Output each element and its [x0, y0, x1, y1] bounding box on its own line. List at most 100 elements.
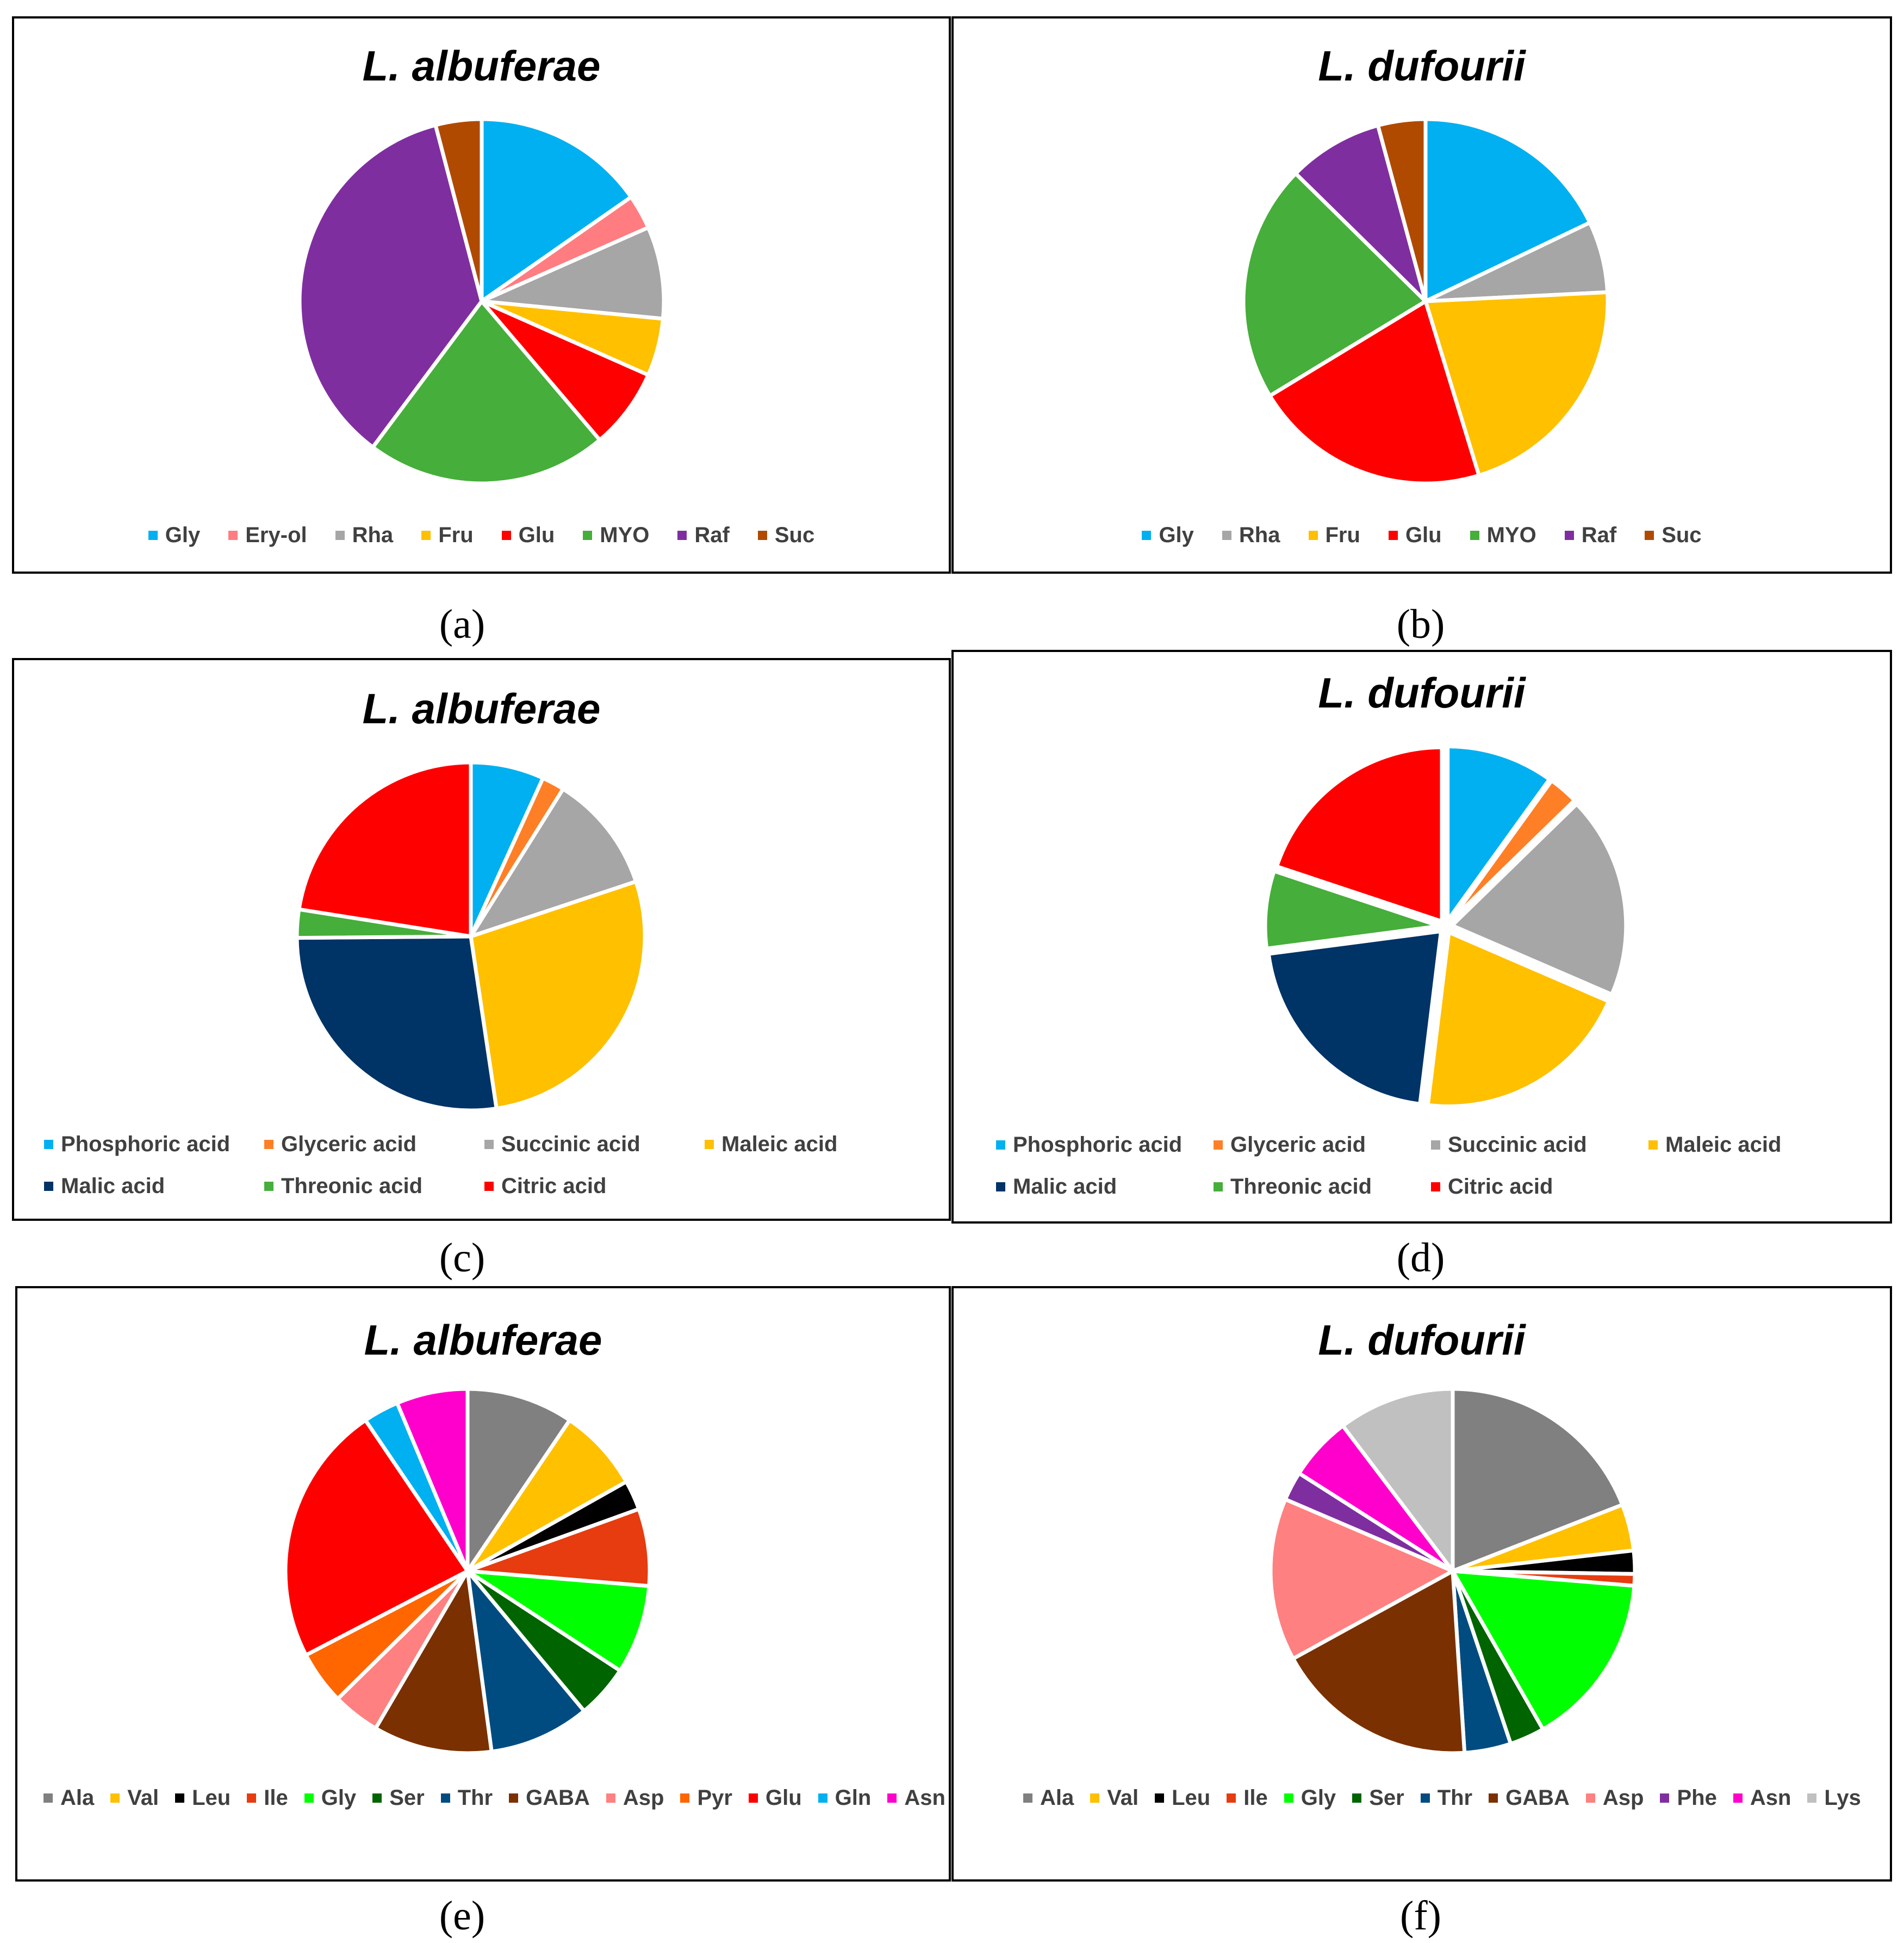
legend-label: Rha: [352, 523, 394, 547]
legend-swatch: [1645, 531, 1654, 540]
chart-panel-d: L. dufourii Phosphoric acid Glyceric aci…: [951, 650, 1892, 1224]
legend-swatch: [247, 1793, 257, 1803]
legend-label: Glu: [1405, 523, 1442, 547]
figure-caption: (b): [1396, 601, 1445, 647]
chart-panel-b: L. dufourii Gly Rha Fru Glu MYO Raf Suc: [951, 16, 1892, 574]
pie-slice-myo: [371, 299, 602, 486]
pie-slice-malic-acid: [295, 934, 499, 1113]
pie-slice-rha: [480, 225, 666, 321]
legend-item: Phe: [1660, 1786, 1717, 1810]
pie-slice-asp: [1268, 1497, 1455, 1661]
legend-swatch: [1352, 1793, 1362, 1803]
legend-label: Suc: [1662, 523, 1702, 547]
chart-title: L. dufourii: [1318, 42, 1526, 90]
chart-legend: Ala Val Leu Ile Gly Ser Thr GABA Asp Pyr…: [17, 1786, 949, 1810]
legend-item: Gly: [1284, 1786, 1336, 1810]
legend-label: Val: [127, 1786, 159, 1810]
legend-item: GABA: [509, 1786, 590, 1810]
pie-chart: [1263, 744, 1628, 1108]
legend-item: Pyr: [680, 1786, 732, 1810]
legend-item: Threonic acid: [264, 1174, 484, 1199]
legend-swatch: [440, 1793, 450, 1803]
legend-item: Raf: [1564, 523, 1616, 548]
legend-label: Asp: [1602, 1786, 1644, 1810]
legend-item: Asp: [606, 1786, 664, 1810]
legend-swatch: [421, 531, 431, 540]
legend-label: Phe: [1677, 1786, 1717, 1810]
legend-item: Ala: [1023, 1786, 1074, 1810]
chart-title: L. albuferae: [364, 1316, 602, 1364]
legend-label: Maleic acid: [721, 1132, 838, 1156]
pie-slice-citric-acid: [1274, 745, 1444, 923]
pie-slice-glu: [283, 1418, 470, 1658]
legend-swatch: [606, 1793, 615, 1803]
legend-swatch: [818, 1793, 827, 1803]
legend-label: Leu: [192, 1786, 231, 1810]
legend-swatch: [110, 1793, 120, 1803]
legend-item: Fru: [421, 523, 474, 548]
legend-label: Leu: [1172, 1786, 1211, 1810]
legend-item: Malic acid: [996, 1175, 1214, 1199]
legend-item: Fru: [1308, 523, 1360, 548]
pie-chart: [1241, 117, 1610, 486]
legend-item: Suc: [1645, 523, 1702, 548]
legend-label: MYO: [1486, 523, 1536, 547]
legend-item: Maleic acid: [1648, 1133, 1866, 1157]
legend-swatch: [228, 531, 238, 540]
pie-chart: [295, 760, 647, 1113]
pie-slice-suc: [1376, 117, 1428, 303]
legend-label: Glyceric acid: [281, 1132, 417, 1156]
legend-item: Malic acid: [44, 1174, 264, 1199]
legend-item: Gly: [148, 523, 200, 548]
legend-label: Citric acid: [501, 1174, 607, 1198]
chart-panel-c: L. albuferae Phosphoric acid Glyceric ac…: [12, 658, 951, 1221]
legend-swatch: [264, 1140, 273, 1149]
pie-slice-glyceric-acid: [1448, 778, 1577, 924]
pie-slice-ala: [1451, 1387, 1625, 1573]
legend-swatch: [1470, 531, 1479, 540]
legend-label: Gly: [321, 1786, 357, 1810]
legend-swatch: [509, 1793, 519, 1803]
legend-swatch: [44, 1140, 53, 1149]
legend-item: Maleic acid: [705, 1132, 925, 1157]
legend-swatch: [1733, 1793, 1743, 1803]
legend-swatch: [1090, 1793, 1100, 1803]
legend-swatch: [583, 531, 593, 540]
legend-swatch: [175, 1793, 185, 1803]
legend-swatch: [44, 1182, 53, 1191]
chart-panel-a: L. albuferae Gly Ery-ol Rha Fru Glu MYO …: [12, 16, 951, 574]
legend-label: Raf: [694, 523, 730, 547]
legend-swatch: [1585, 1793, 1595, 1803]
legend-item: Gly: [1142, 523, 1194, 548]
legend-item: Raf: [677, 523, 730, 548]
legend-item: Ery-ol: [228, 523, 307, 548]
chart-legend: Gly Rha Fru Glu MYO Raf Suc: [954, 523, 1890, 548]
legend-label: Threonic acid: [281, 1174, 423, 1198]
legend-item: Succinic acid: [484, 1132, 705, 1157]
legend-item: Thr: [1420, 1786, 1472, 1810]
legend-swatch: [1489, 1793, 1498, 1803]
legend-item: Threonic acid: [1214, 1175, 1431, 1199]
legend-label: Glyceric acid: [1230, 1133, 1366, 1157]
legend-swatch: [680, 1793, 690, 1803]
legend-item: Thr: [440, 1786, 493, 1810]
legend-item: MYO: [1470, 523, 1536, 548]
pie-slice-gly: [465, 1569, 651, 1673]
chart-title: L. albuferae: [362, 42, 601, 90]
legend-swatch: [1222, 531, 1231, 540]
legend-swatch: [1155, 1793, 1165, 1803]
legend-label: Ala: [60, 1786, 95, 1810]
legend-label: Maleic acid: [1665, 1133, 1782, 1157]
legend-label: Ser: [389, 1786, 425, 1810]
legend-swatch: [1420, 1793, 1430, 1803]
legend-swatch: [304, 1793, 314, 1803]
legend-item: Citric acid: [1431, 1175, 1648, 1199]
legend-label: Pyr: [697, 1786, 732, 1810]
legend-swatch: [1308, 531, 1318, 540]
chart-legend: Ala Val Leu Ile Gly Ser Thr GABA Asp Phe…: [954, 1786, 1890, 1810]
legend-label: Gly: [1301, 1786, 1336, 1810]
legend-item: MYO: [583, 523, 649, 548]
legend-label: Gln: [835, 1786, 872, 1810]
legend-swatch: [1564, 531, 1574, 540]
pie-slice-ala: [465, 1387, 572, 1573]
